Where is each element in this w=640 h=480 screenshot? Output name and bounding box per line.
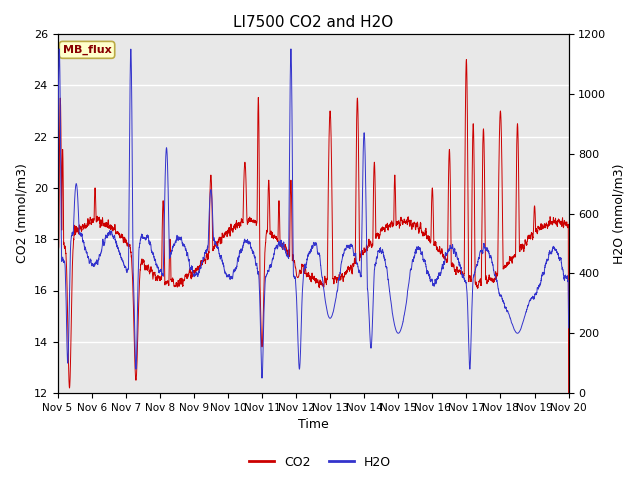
- X-axis label: Time: Time: [298, 419, 328, 432]
- Y-axis label: CO2 (mmol/m3): CO2 (mmol/m3): [15, 164, 28, 264]
- Text: MB_flux: MB_flux: [63, 45, 111, 55]
- Title: LI7500 CO2 and H2O: LI7500 CO2 and H2O: [233, 15, 393, 30]
- Y-axis label: H2O (mmol/m3): H2O (mmol/m3): [612, 163, 625, 264]
- Legend: CO2, H2O: CO2, H2O: [244, 451, 396, 474]
